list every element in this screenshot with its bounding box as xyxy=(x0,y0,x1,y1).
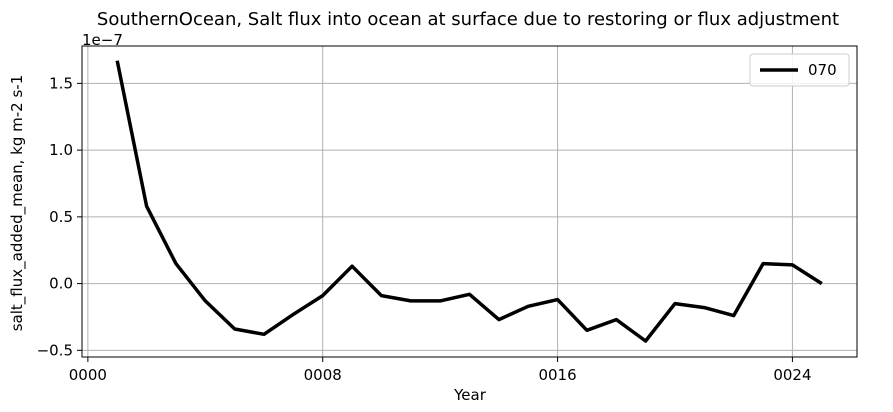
x-tick-label: 0008 xyxy=(304,366,342,384)
series-line-070 xyxy=(115,60,823,343)
x-tick-label: 0024 xyxy=(773,366,811,384)
legend-label: 070 xyxy=(808,61,837,79)
x-tick-label: 0016 xyxy=(538,366,576,384)
y-offset-text: 1e−7 xyxy=(82,31,123,49)
y-tick-label: 1.5 xyxy=(49,74,73,92)
y-axis-label: salt_flux_added_mean, kg m-2 s-1 xyxy=(8,75,27,332)
grid xyxy=(82,46,857,357)
legend-box xyxy=(749,53,850,87)
x-tick-label: 0000 xyxy=(69,366,107,384)
chart-title: SouthernOcean, Salt flux into ocean at s… xyxy=(97,9,839,30)
y-tick-label: 1.0 xyxy=(49,141,73,159)
y-tick-label: 0.5 xyxy=(49,208,73,226)
x-axis-label: Year xyxy=(453,386,487,404)
ticks: 0000 0008 0016 0024 −0.5 0.0 0.5 1.0 1.5 xyxy=(37,74,812,384)
y-tick-label: −0.5 xyxy=(37,341,73,359)
series-layer xyxy=(115,60,823,343)
legend: 070 xyxy=(749,53,850,87)
y-tick-label: 0.0 xyxy=(49,275,73,293)
plot-frame xyxy=(81,45,858,358)
